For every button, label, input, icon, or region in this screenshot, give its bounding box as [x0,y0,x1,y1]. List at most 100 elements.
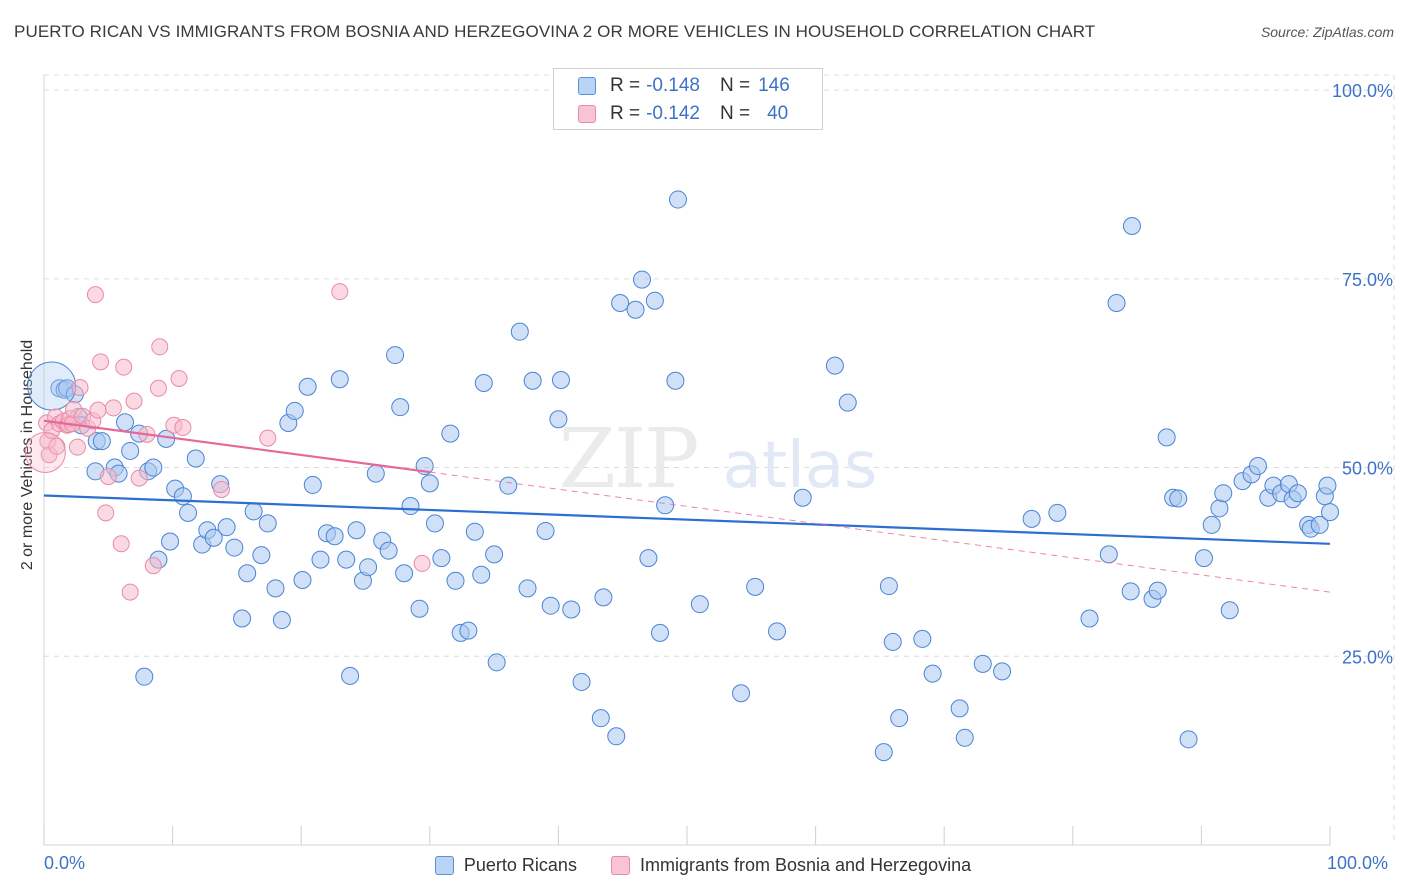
trend-line-puerto-ricans [43,494,1331,545]
point-puerto-rican-22 [179,503,198,522]
watermark-zip: ZIP [559,412,698,507]
point-puerto-rican-110 [993,662,1012,681]
point-puerto-rican-50 [359,558,378,577]
blue-swatch [578,77,596,95]
point-puerto-rican-100 [838,393,857,412]
point-puerto-rican-53 [379,541,398,560]
point-puerto-rican-78 [549,410,568,429]
r-value: -0.142 [646,103,700,124]
y-tick-label-50: 50.0% [1342,459,1393,479]
point-puerto-rican-91 [656,496,675,515]
point-puerto-rican-94 [690,595,709,614]
legend-item-bosnia[interactable]: Immigrants from Bosnia and Herzegovina [610,854,972,876]
point-puerto-rican-85 [611,293,630,312]
point-puerto-rican-86 [626,300,645,319]
point-bosnia-32 [151,338,169,356]
trend-line-bosnia [43,419,430,474]
point-puerto-rican-81 [572,672,591,691]
point-bosnia-20 [92,353,110,371]
point-puerto-rican-66 [459,621,478,640]
point-puerto-rican-33 [252,546,271,565]
point-puerto-rican-114 [1099,545,1118,564]
point-puerto-rican-99 [825,356,844,375]
pink-swatch [610,855,630,875]
point-puerto-rican-71 [487,653,506,672]
point-puerto-rican-109 [973,654,992,673]
point-puerto-rican-45 [330,370,349,389]
point-puerto-rican-104 [890,709,909,728]
r-label: R = [610,103,641,124]
point-puerto-rican-16 [144,458,163,477]
grid-lines [44,74,1395,845]
point-puerto-rican-47 [341,666,360,685]
legend-label: Immigrants from Bosnia and Herzegovina [639,854,972,875]
legend-item-puerto-ricans[interactable]: Puerto Ricans [434,854,577,876]
point-puerto-rican-62 [432,549,451,568]
x-tick-marks [43,826,1331,845]
point-puerto-rican-82 [591,709,610,728]
point-puerto-rican-119 [1148,581,1167,600]
n-value: 40 [767,103,789,124]
point-puerto-rican-93 [668,190,687,209]
point-puerto-rican-113 [1080,609,1099,628]
point-puerto-rican-29 [225,538,244,557]
stats-legend: R = -0.148 N = 146 R = -0.142 N = 40 [553,68,823,130]
point-puerto-rican-70 [485,545,504,564]
point-puerto-rican-28 [217,518,236,537]
point-puerto-rican-77 [541,596,560,615]
point-puerto-rican-57 [401,497,420,516]
point-puerto-rican-87 [632,270,651,289]
point-puerto-rican-31 [238,564,257,583]
point-puerto-rican-54 [386,346,405,365]
point-puerto-rican-123 [1179,730,1198,749]
point-puerto-rican-116 [1121,582,1140,601]
source-credit: Source: ZipAtlas.com [1260,24,1394,40]
point-puerto-rican-51 [366,464,385,483]
point-bosnia-36 [212,480,230,498]
point-puerto-rican-11 [116,413,135,432]
point-puerto-rican-83 [594,588,613,607]
point-puerto-rican-125 [1202,515,1221,534]
point-bosnia-22 [99,468,117,486]
point-puerto-rican-105 [913,629,932,648]
point-puerto-rican-75 [523,371,542,390]
point-puerto-rican-42 [311,550,330,569]
point-bosnia-34 [170,369,188,387]
point-bosnia-30 [144,557,162,575]
point-puerto-rican-14 [135,667,154,686]
y-tick-labels: 25.0% 50.0% 75.0% 100.0% [1332,81,1393,667]
trend-lines [43,419,1331,593]
point-puerto-rican-48 [347,521,366,540]
blue-swatch [434,855,454,875]
point-puerto-rican-127 [1214,484,1233,503]
point-puerto-rican-143 [1321,503,1339,522]
point-puerto-rican-126 [1210,499,1229,518]
point-bosnia-13 [68,438,86,456]
point-puerto-rican-79 [551,370,570,389]
point-puerto-rican-46 [337,550,356,569]
point-puerto-rican-96 [746,577,765,596]
point-puerto-rican-12 [121,441,140,460]
point-puerto-rican-67 [465,522,484,541]
point-bosnia-26 [121,583,139,601]
point-puerto-rican-122 [1169,489,1188,508]
point-puerto-rican-98 [793,488,812,507]
point-puerto-rican-30 [233,609,252,628]
point-puerto-rican-111 [1022,509,1041,528]
point-puerto-rican-40 [298,377,317,396]
stats-row-bosnia: R = -0.142 N = 40 [578,101,788,127]
point-puerto-rican-108 [955,728,974,747]
point-puerto-rican-106 [923,664,942,683]
y-tick-label-75: 75.0% [1342,270,1393,290]
point-bosnia-cluster [24,431,66,473]
point-bosnia-24 [112,535,130,553]
point-puerto-rican-80 [562,600,581,619]
point-puerto-rican-73 [510,322,529,341]
point-puerto-rican-39 [293,571,312,590]
point-puerto-rican-23 [186,449,205,468]
point-puerto-rican-89 [645,291,664,310]
series-puerto-ricans [27,190,1339,762]
legend-label: Puerto Ricans [463,854,577,875]
y-tick-label-25: 25.0% [1342,647,1393,667]
